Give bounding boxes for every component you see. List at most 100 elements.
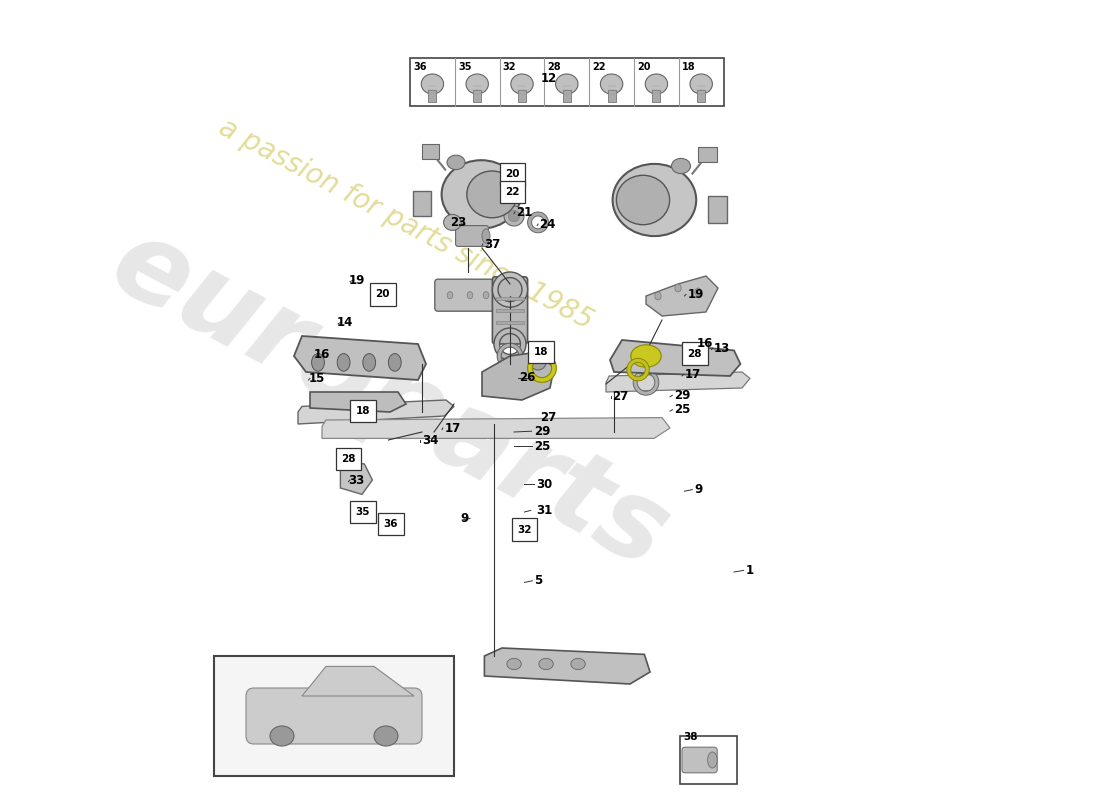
Bar [499,163,525,186]
Polygon shape [646,276,718,316]
Text: 18: 18 [534,347,549,357]
Text: europarts: europarts [94,209,686,591]
Ellipse shape [601,74,623,94]
Ellipse shape [482,229,490,243]
Text: 9: 9 [694,483,702,496]
Ellipse shape [539,658,553,670]
Text: 13: 13 [714,342,730,354]
Text: 38: 38 [683,732,698,742]
Text: 17: 17 [684,368,701,381]
Text: 30: 30 [537,478,552,490]
Text: 32: 32 [517,525,531,534]
Bar [496,309,525,312]
Bar [336,448,361,470]
FancyBboxPatch shape [682,747,717,773]
Ellipse shape [466,171,517,218]
Text: 5: 5 [534,574,542,587]
Polygon shape [294,336,426,380]
Text: 20: 20 [505,170,519,179]
Bar [607,90,616,102]
Ellipse shape [388,354,401,371]
Text: 31: 31 [537,504,552,517]
Polygon shape [610,340,740,376]
Polygon shape [310,392,406,412]
FancyBboxPatch shape [246,688,422,744]
Bar [698,147,717,162]
Ellipse shape [671,158,691,174]
Text: 29: 29 [674,389,691,402]
Text: 32: 32 [503,62,516,72]
Ellipse shape [571,658,585,670]
Text: 15: 15 [308,372,324,385]
Bar [563,90,571,102]
Bar [682,342,707,365]
Bar [680,736,737,784]
Text: 16: 16 [314,348,330,361]
Bar [518,90,526,102]
Ellipse shape [363,354,375,371]
Ellipse shape [483,291,488,299]
Text: 33: 33 [349,474,364,486]
Ellipse shape [646,74,668,94]
Bar [428,90,437,102]
Text: 21: 21 [516,206,532,218]
Text: 27: 27 [540,411,557,424]
Bar [410,58,724,106]
Text: 22: 22 [593,62,606,72]
Text: 28: 28 [548,62,561,72]
Text: 20: 20 [375,290,390,299]
Ellipse shape [616,175,670,225]
FancyBboxPatch shape [455,226,488,246]
Ellipse shape [556,74,578,94]
Ellipse shape [510,74,534,94]
Polygon shape [302,666,414,696]
Text: 27: 27 [613,390,629,402]
Text: 17: 17 [444,422,461,434]
Bar [350,400,375,422]
Bar [214,656,454,776]
Polygon shape [322,418,670,438]
Ellipse shape [674,284,681,292]
Text: 28: 28 [341,454,355,464]
Ellipse shape [374,726,398,746]
Text: 12: 12 [540,72,557,85]
FancyBboxPatch shape [434,279,502,311]
Text: 35: 35 [355,507,370,517]
Bar [499,181,525,203]
Text: 22: 22 [505,187,519,197]
Ellipse shape [630,345,661,367]
Text: 20: 20 [637,62,651,72]
Ellipse shape [654,292,661,300]
Ellipse shape [508,210,519,222]
Text: 28: 28 [688,349,702,358]
Polygon shape [606,372,750,392]
Text: 19: 19 [349,274,365,286]
FancyBboxPatch shape [493,277,528,344]
Ellipse shape [311,354,324,371]
Ellipse shape [466,74,488,94]
Polygon shape [707,197,727,223]
Bar [473,90,481,102]
Polygon shape [482,352,554,400]
Bar [496,297,525,300]
Text: 19: 19 [688,288,704,301]
Ellipse shape [448,291,453,299]
Ellipse shape [529,350,547,370]
Ellipse shape [443,214,461,230]
Text: 1: 1 [746,564,755,577]
Ellipse shape [690,74,713,94]
Ellipse shape [695,288,701,296]
Text: 18: 18 [682,62,695,72]
Text: 34: 34 [422,434,439,446]
Text: a passion for parts since 1985: a passion for parts since 1985 [214,113,597,335]
Text: 35: 35 [458,62,472,72]
Bar [697,90,705,102]
Text: 26: 26 [519,371,536,384]
Bar [370,283,396,306]
Text: 36: 36 [414,62,427,72]
Text: 25: 25 [674,403,691,416]
Text: 9: 9 [461,512,469,525]
Ellipse shape [441,160,520,229]
Ellipse shape [468,291,473,299]
Ellipse shape [338,354,350,371]
